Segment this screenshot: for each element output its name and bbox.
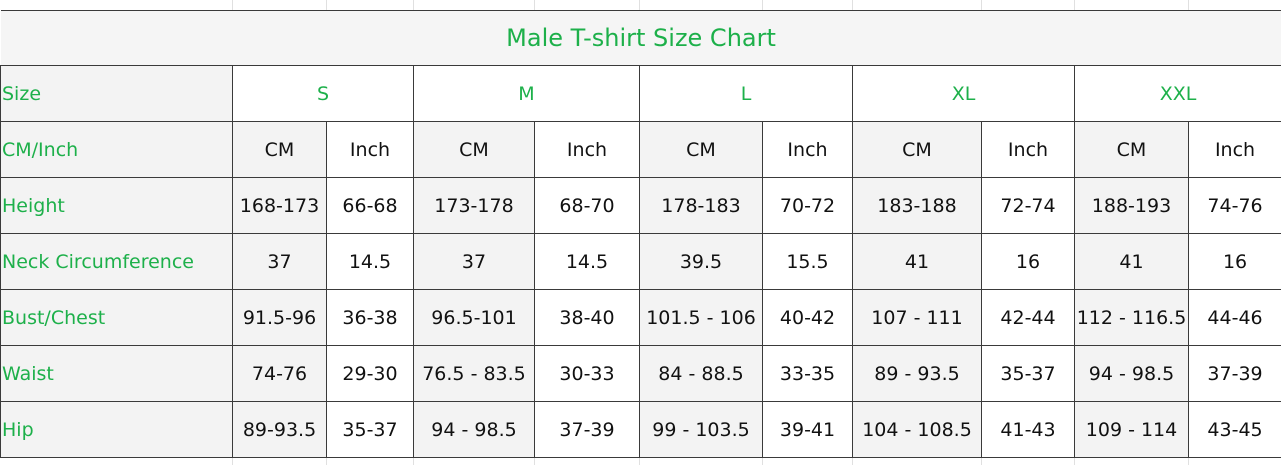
- row-label: Hip: [0, 401, 233, 458]
- measure-cell: 104 - 108.5: [852, 401, 982, 458]
- measure-cell: 37-39: [534, 401, 640, 458]
- row-label: Bust/Chest: [0, 289, 233, 346]
- measure-cell: 74-76: [232, 345, 327, 402]
- unit-header: CM: [1074, 121, 1189, 178]
- measure-cell: 91.5-96: [232, 289, 327, 346]
- measure-cell: 72-74: [981, 177, 1075, 234]
- size-chart: Male T-shirt Size Chart Size S M L XL XXL CM/I…: [0, 10, 1281, 458]
- measure-cell: 84 - 88.5: [639, 345, 763, 402]
- size-table: Male T-shirt Size Chart Size S M L XL XXL CM/I…: [0, 10, 1281, 458]
- unit-header: Inch: [326, 121, 414, 178]
- measure-cell: 39-41: [762, 401, 853, 458]
- unit-header: Inch: [981, 121, 1075, 178]
- unit-header: Inch: [762, 121, 853, 178]
- unit-header: CM: [852, 121, 982, 178]
- measure-cell: 14.5: [534, 233, 640, 290]
- measure-cell: 43-45: [1187, 401, 1281, 458]
- measure-cell: 29-30: [326, 345, 414, 402]
- measure-cell: 30-33: [534, 345, 640, 402]
- measure-row: Bust/Chest 91.5-96 36-38 96.5-101 38-40 101.5…: [0, 289, 1281, 346]
- sheet-gridlines: [0, 457, 1281, 465]
- measure-cell: 183-188: [852, 177, 982, 234]
- measure-cell: 35-37: [981, 345, 1075, 402]
- measure-cell: 44-46: [1187, 289, 1281, 346]
- measure-cell: 37: [232, 233, 327, 290]
- size-row: Size S M L XL XXL: [0, 65, 1281, 122]
- measure-cell: 33-35: [762, 345, 853, 402]
- measure-cell: 36-38: [326, 289, 414, 346]
- measure-cell: 68-70: [534, 177, 640, 234]
- measure-cell: 41: [1074, 233, 1189, 290]
- measure-cell: 38-40: [534, 289, 640, 346]
- measure-row: Hip 89-93.5 35-37 94 - 98.5 37-39 99 - 103.5 3…: [0, 401, 1281, 458]
- measure-cell: 94 - 98.5: [413, 401, 535, 458]
- table-title: Male T-shirt Size Chart: [0, 10, 1281, 66]
- measure-cell: 112 - 116.5: [1074, 289, 1189, 346]
- measure-cell: 99 - 103.5: [639, 401, 763, 458]
- measure-cell: 89 - 93.5: [852, 345, 982, 402]
- measure-row: Neck Circumference 37 14.5 37 14.5 39.5 15.5 41…: [0, 233, 1281, 290]
- measure-cell: 41: [852, 233, 982, 290]
- measure-cell: 94 - 98.5: [1074, 345, 1189, 402]
- measure-cell: 76.5 - 83.5: [413, 345, 535, 402]
- title-row: Male T-shirt Size Chart: [0, 10, 1281, 66]
- measure-cell: 101.5 - 106: [639, 289, 763, 346]
- measure-cell: 173-178: [413, 177, 535, 234]
- measure-cell: 37-39: [1187, 345, 1281, 402]
- size-header: XL: [852, 65, 1075, 122]
- measure-cell: 37: [413, 233, 535, 290]
- measure-cell: 107 - 111: [852, 289, 982, 346]
- measure-cell: 74-76: [1187, 177, 1281, 234]
- row-label: Neck Circumference: [0, 233, 233, 290]
- measure-cell: 41-43: [981, 401, 1075, 458]
- unit-header: CM: [232, 121, 327, 178]
- measure-cell: 109 - 114: [1074, 401, 1189, 458]
- row-label: CM/Inch: [0, 121, 233, 178]
- unit-row: CM/Inch CM Inch CM Inch CM Inch CM Inch CM Inch: [0, 121, 1281, 178]
- measure-cell: 16: [1187, 233, 1281, 290]
- size-header: L: [639, 65, 853, 122]
- measure-cell: 16: [981, 233, 1075, 290]
- measure-cell: 15.5: [762, 233, 853, 290]
- measure-cell: 42-44: [981, 289, 1075, 346]
- measure-cell: 168-173: [232, 177, 327, 234]
- unit-header: CM: [639, 121, 763, 178]
- measure-cell: 39.5: [639, 233, 763, 290]
- measure-cell: 96.5-101: [413, 289, 535, 346]
- measure-cell: 14.5: [326, 233, 414, 290]
- sheet-gridlines: [0, 0, 1281, 10]
- measure-cell: 35-37: [326, 401, 414, 458]
- unit-header: Inch: [1187, 121, 1281, 178]
- size-header: S: [232, 65, 414, 122]
- size-header: XXL: [1073, 65, 1281, 122]
- row-label: Height: [0, 177, 233, 234]
- measure-cell: 40-42: [762, 289, 853, 346]
- unit-header: CM: [413, 121, 535, 178]
- row-label: Size: [0, 65, 233, 122]
- measure-cell: 188-193: [1074, 177, 1189, 234]
- size-header: M: [413, 65, 640, 122]
- measure-cell: 178-183: [639, 177, 763, 234]
- unit-header: Inch: [534, 121, 640, 178]
- measure-cell: 70-72: [762, 177, 853, 234]
- measure-cell: 66-68: [326, 177, 414, 234]
- measure-cell: 89-93.5: [232, 401, 327, 458]
- measure-row: Waist 74-76 29-30 76.5 - 83.5 30-33 84 - 88.5…: [0, 345, 1281, 402]
- measure-row: Height 168-173 66-68 173-178 68-70 178-183 70-…: [0, 177, 1281, 234]
- row-label: Waist: [0, 345, 233, 402]
